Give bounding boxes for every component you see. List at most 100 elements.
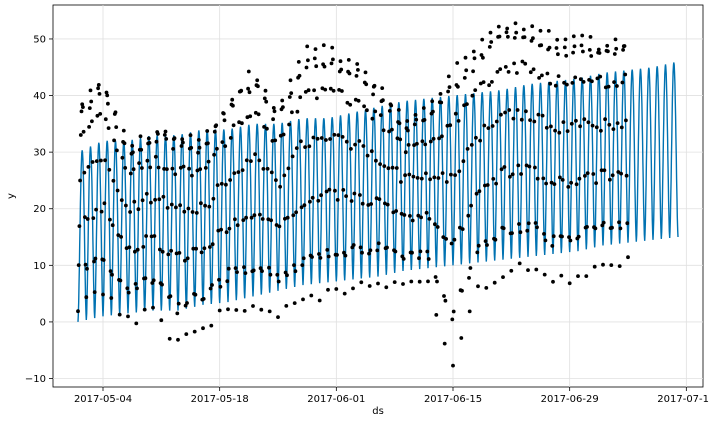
observed-point: [464, 68, 469, 73]
observed-point: [356, 68, 360, 72]
observed-point: [511, 116, 516, 121]
observed-point: [332, 132, 337, 137]
observed-point: [167, 336, 172, 341]
observed-point: [335, 198, 340, 202]
observed-point: [451, 309, 456, 314]
observed-point: [423, 142, 428, 147]
observed-point: [446, 74, 451, 79]
observed-point: [315, 136, 320, 141]
x-tick-label: 2017-06-15: [424, 394, 482, 405]
y-tick-label: 20: [33, 204, 46, 215]
observed-point: [182, 209, 187, 214]
observed-point: [374, 158, 378, 163]
observed-point: [597, 51, 602, 55]
observed-point: [611, 127, 616, 131]
observed-point: [560, 234, 564, 239]
observed-point: [253, 152, 257, 157]
observed-point: [162, 133, 167, 137]
observed-point: [577, 176, 582, 181]
observed-point: [442, 294, 446, 298]
observed-point: [622, 44, 627, 48]
observed-point: [609, 263, 614, 267]
observed-point: [401, 257, 406, 261]
observed-point: [358, 245, 363, 250]
observed-point: [313, 47, 318, 51]
observed-point: [294, 146, 299, 151]
observed-point: [242, 309, 247, 313]
observed-point: [551, 279, 555, 284]
observed-point: [387, 109, 392, 113]
observed-point: [497, 34, 502, 39]
observed-point: [610, 173, 615, 178]
observed-point: [322, 64, 327, 69]
observed-point: [196, 138, 201, 142]
observed-point: [393, 249, 398, 254]
observed-point: [178, 203, 183, 208]
observed-point: [79, 109, 84, 114]
observed-point: [94, 207, 98, 212]
observed-point: [325, 248, 330, 252]
observed-point: [401, 282, 405, 286]
observed-point: [110, 223, 115, 228]
observed-point: [210, 283, 214, 287]
observed-point: [317, 252, 321, 256]
observed-point: [281, 105, 285, 109]
observed-point: [367, 251, 371, 256]
observed-point: [561, 120, 566, 124]
observed-point: [161, 194, 166, 199]
observed-point: [522, 35, 527, 39]
observed-point: [260, 217, 265, 221]
observed-point: [569, 180, 573, 185]
observed-point: [455, 61, 460, 65]
observed-point: [88, 88, 93, 93]
observed-point: [159, 318, 164, 323]
observed-point: [540, 73, 544, 78]
observed-point: [249, 215, 254, 220]
observed-point: [367, 284, 372, 288]
y-tick-label: −10: [25, 374, 46, 385]
observed-point: [426, 257, 431, 261]
observed-point: [482, 123, 487, 128]
observed-point: [217, 308, 222, 313]
observed-point: [422, 118, 427, 122]
observed-point: [220, 140, 225, 145]
observed-point: [510, 231, 514, 236]
observed-point: [469, 203, 473, 208]
observed-point: [510, 172, 515, 177]
observed-point: [494, 181, 498, 186]
observed-point: [468, 266, 473, 270]
observed-point: [277, 224, 282, 229]
observed-point: [215, 183, 220, 188]
observed-point: [508, 174, 512, 179]
observed-point: [282, 173, 287, 178]
observed-point: [99, 158, 103, 163]
observed-point: [226, 266, 231, 271]
observed-point: [77, 224, 82, 229]
observed-point: [169, 202, 174, 207]
x-tick-label: 2017-06-29: [541, 394, 599, 405]
observed-point: [114, 125, 119, 129]
observed-point: [440, 134, 444, 139]
observed-point: [94, 159, 99, 164]
observed-point: [115, 148, 119, 153]
observed-point: [606, 49, 610, 54]
observed-point: [551, 234, 556, 239]
observed-point: [572, 44, 577, 49]
observed-point: [132, 199, 137, 204]
observed-point: [311, 135, 316, 140]
observed-point: [119, 198, 124, 203]
observed-point: [340, 135, 345, 139]
observed-point: [512, 61, 516, 66]
observed-point: [358, 193, 362, 197]
observed-point: [98, 112, 103, 116]
observed-point: [537, 76, 541, 80]
observed-point: [163, 129, 168, 134]
observed-point: [105, 93, 110, 98]
observed-point: [503, 65, 508, 69]
observed-point: [515, 108, 520, 112]
observed-point: [458, 225, 462, 230]
observed-point: [398, 137, 403, 142]
observed-point: [503, 110, 507, 115]
observed-point: [583, 174, 587, 178]
y-tick-label: 40: [33, 91, 46, 102]
